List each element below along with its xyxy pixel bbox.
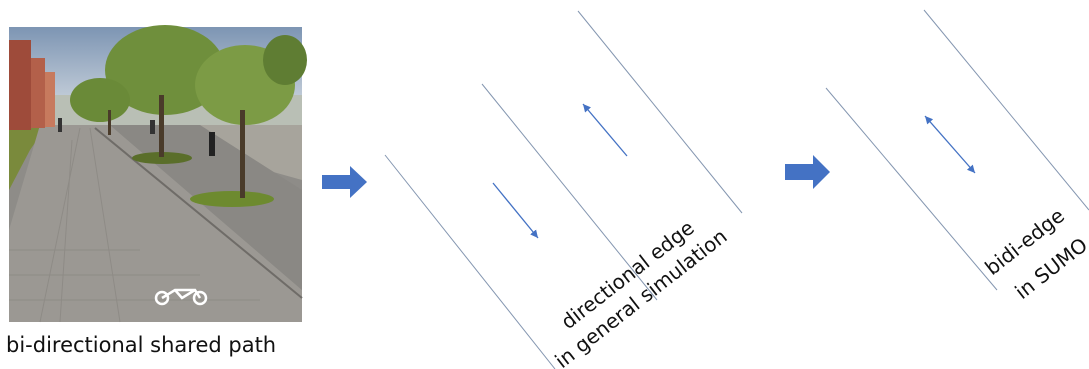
downward-direction-arrow: [492, 182, 539, 239]
upward-direction-arrow: [582, 103, 628, 157]
edge-boundary-line: [384, 154, 556, 369]
edge-boundary-line: [577, 10, 743, 214]
bidirectional-arrow: [924, 115, 976, 174]
shared-path-photo: [9, 25, 307, 323]
directional-edge-sublabel: in general simulation: [550, 224, 731, 369]
photo-caption: bi-directional shared path: [6, 333, 277, 357]
edge-boundary-line: [481, 83, 658, 301]
edge-boundary-line: [923, 9, 1089, 211]
right-block-arrow-1: [322, 166, 367, 198]
edge-boundary-line: [825, 87, 998, 291]
right-block-arrow-2: [785, 155, 830, 189]
